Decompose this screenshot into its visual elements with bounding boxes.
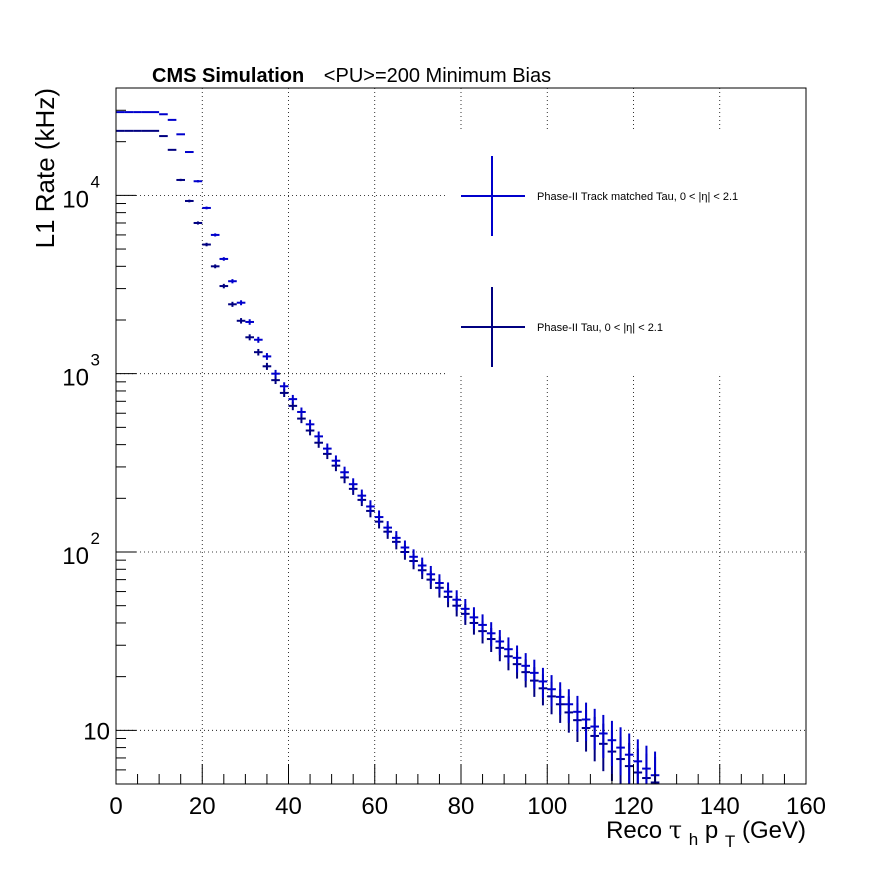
- y-tick-label: 10: [62, 365, 89, 392]
- x-tick-label: 40: [275, 793, 302, 820]
- x-tick-label: 60: [361, 793, 388, 820]
- legend-background: [445, 130, 805, 375]
- series-layer: [116, 111, 660, 784]
- chart-title: CMS Simulation <PU>=200 Minimum Bias: [152, 65, 551, 87]
- y-tick-label-exponent: 3: [91, 351, 100, 370]
- x-axis-label-tau: τ: [669, 816, 682, 844]
- x-axis-label: Reco τ h p T (GeV): [606, 816, 806, 853]
- x-axis-label-unit: (GeV): [742, 817, 806, 844]
- x-tick-label: 140: [700, 793, 740, 820]
- x-tick-label: 80: [448, 793, 475, 820]
- legend-label: Phase-II Tau, 0 < |η| < 2.1: [537, 322, 663, 334]
- legend-entry-1: Phase-II Tau, 0 < |η| < 2.1: [461, 287, 663, 367]
- x-axis-label-prefix: Reco: [606, 817, 669, 844]
- x-axis-label-h: h: [689, 830, 698, 849]
- x-axis-label-p: p: [705, 817, 718, 844]
- x-tick-label: 120: [613, 793, 653, 820]
- chart-title-rest: <PU>=200 Minimum Bias: [324, 65, 551, 87]
- y-tick-label-exponent: 4: [91, 172, 100, 191]
- x-axis-label-T: T: [725, 832, 735, 851]
- y-tick-label: 10: [83, 718, 110, 745]
- y-axis-label: L1 Rate (kHz): [30, 88, 60, 248]
- x-tick-label: 160: [786, 793, 826, 820]
- x-tick-label: 20: [189, 793, 216, 820]
- y-tick-label: 10: [62, 186, 89, 213]
- x-tick-label: 0: [109, 793, 122, 820]
- x-tick-label: 100: [527, 793, 567, 820]
- legend-entry-0: Phase-II Track matched Tau, 0 < |η| < 2.…: [461, 156, 738, 236]
- legend-label: Phase-II Track matched Tau, 0 < |η| < 2.…: [537, 191, 738, 203]
- legend: Phase-II Track matched Tau, 0 < |η| < 2.…: [461, 156, 738, 367]
- y-tick-label-exponent: 2: [91, 529, 100, 548]
- y-tick-label: 10: [62, 543, 89, 570]
- chart-title-bold: CMS Simulation: [152, 65, 304, 87]
